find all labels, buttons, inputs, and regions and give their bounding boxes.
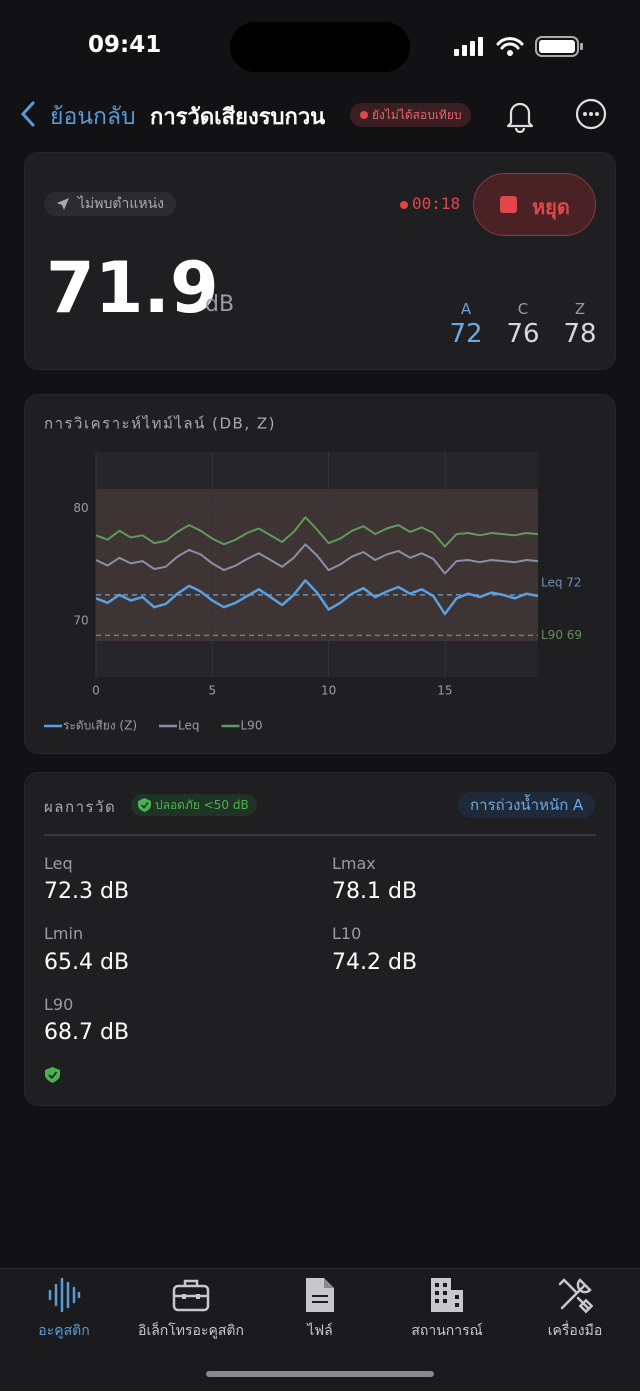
shield-icon	[138, 798, 151, 812]
weighting-label: C	[517, 300, 529, 318]
back-button[interactable]: ย้อนกลับ	[50, 104, 136, 130]
nav-title: การวัดเสียงรบกวน	[150, 105, 326, 130]
status-time: 09:41	[88, 32, 162, 58]
result-value: 72.3 dB	[44, 879, 130, 904]
badge-text: ยังไม่ได้สอบเทียบ	[372, 108, 462, 122]
result-value: 74.2 dB	[332, 950, 418, 975]
tab-icon	[431, 1278, 463, 1312]
timer: 00:18	[400, 194, 460, 213]
result-value: 78.1 dB	[332, 879, 418, 904]
x-tick-label: 15	[437, 684, 452, 698]
result-label: L10	[332, 924, 362, 943]
tab-icon	[48, 1277, 81, 1313]
series-line	[95, 516, 539, 548]
x-tick-label: 10	[321, 684, 336, 698]
tab[interactable]: เครื่องมือ	[511, 1276, 639, 1342]
safe-badge: ปลอดภัย <50 dB	[131, 794, 257, 816]
legend-label: L90	[241, 719, 263, 733]
weighting-value: 76	[506, 319, 540, 349]
tab-icon	[172, 1279, 210, 1312]
level-unit: dB	[205, 292, 235, 317]
result-label: Leq	[44, 854, 73, 873]
calibration-badge: ยังไม่ได้สอบเทียบ	[350, 103, 472, 127]
result-label: Lmax	[332, 854, 376, 873]
more-button[interactable]	[575, 98, 609, 132]
level-value: 71.9	[46, 247, 219, 329]
tab[interactable]: อะคูสติก	[0, 1276, 128, 1342]
series-line	[95, 543, 539, 575]
tab-label: อิเล็กโทรอะคูสติก	[138, 1323, 244, 1339]
result-value: 68.7 dB	[44, 1020, 130, 1045]
tab-icon	[558, 1278, 594, 1314]
result-value: 65.4 dB	[44, 950, 130, 975]
reference-label: Leq 72	[541, 575, 582, 589]
tab[interactable]: อิเล็กโทรอะคูสติก	[127, 1276, 255, 1342]
results-card	[24, 772, 616, 1106]
dynamic-island	[230, 22, 410, 72]
stop-label: หยุด	[532, 195, 570, 219]
tab-label: อะคูสติก	[38, 1323, 90, 1339]
reference-label: L90 69	[541, 628, 582, 642]
legend-label: Leq	[178, 719, 199, 733]
status-icons	[454, 36, 583, 57]
range-band	[96, 489, 538, 641]
divider	[44, 834, 596, 836]
y-tick-label: 70	[73, 613, 88, 627]
series-line	[95, 579, 539, 616]
back-chevron[interactable]	[18, 100, 38, 128]
weighting-label: Z	[574, 300, 586, 318]
tab-icon	[306, 1278, 334, 1312]
location-text: ไม่พบตำแหน่ง	[78, 196, 164, 212]
weighting-value: 78	[563, 319, 597, 349]
stop-button[interactable]: หยุด	[473, 173, 596, 236]
weighting-value: 72	[449, 319, 483, 349]
tab-label: สถานการณ์	[411, 1323, 483, 1339]
y-tick-label: 80	[73, 501, 88, 515]
chart-title: การวิเคราะห์ไทม์ไลน์ (DB, Z)	[44, 415, 276, 433]
timeline-chart: การวิเคราะห์ไทม์ไลน์ (DB, Z) 0 5 10 15 70 80 L…	[44, 415, 582, 733]
tab[interactable]: ไฟล์	[256, 1276, 384, 1342]
tab-label: ไฟล์	[307, 1323, 333, 1339]
result-label: L90	[44, 995, 74, 1014]
bell-button[interactable]	[503, 97, 537, 133]
safe-text: ปลอดภัย <50 dB	[155, 798, 249, 812]
result-label: Lmin	[44, 924, 84, 943]
weighting-label: A	[460, 300, 472, 318]
safe-icon	[45, 1067, 60, 1083]
tab-label: เครื่องมือ	[547, 1323, 603, 1339]
location-icon	[57, 198, 69, 210]
tab[interactable]: สถานการณ์	[383, 1276, 511, 1342]
timer-text: 00:18	[412, 194, 461, 213]
home-indicator	[206, 1371, 434, 1377]
x-tick-label: 5	[208, 684, 216, 698]
results-title: ผลการวัด	[44, 798, 117, 816]
legend-label: ระดับเสียง (Z)	[63, 719, 137, 733]
weighting-button[interactable]: การถ่วงน้ำหนัก A	[458, 792, 596, 818]
x-tick-label: 0	[92, 684, 100, 698]
location-pill: ไม่พบตำแหน่ง	[44, 192, 176, 216]
